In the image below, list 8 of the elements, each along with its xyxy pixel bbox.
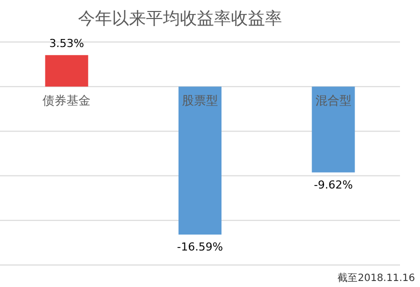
data-label: -16.59% <box>177 240 223 254</box>
text: 截至2018.11.16 <box>338 272 415 284</box>
x-tick-label: 债券基金 <box>42 94 91 108</box>
data-label: 3.53% <box>49 37 84 50</box>
data-label: -9.62% <box>314 178 353 192</box>
x-tick-label: 股票型 <box>182 94 218 108</box>
x-tick-label: 混合型 <box>315 94 352 108</box>
chart-title: 今年以来平均收益率收益率 <box>78 9 282 29</box>
